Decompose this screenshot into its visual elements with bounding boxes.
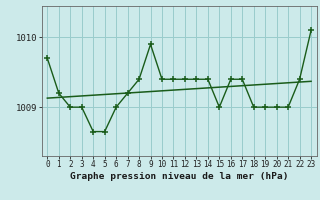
X-axis label: Graphe pression niveau de la mer (hPa): Graphe pression niveau de la mer (hPa) <box>70 172 288 181</box>
